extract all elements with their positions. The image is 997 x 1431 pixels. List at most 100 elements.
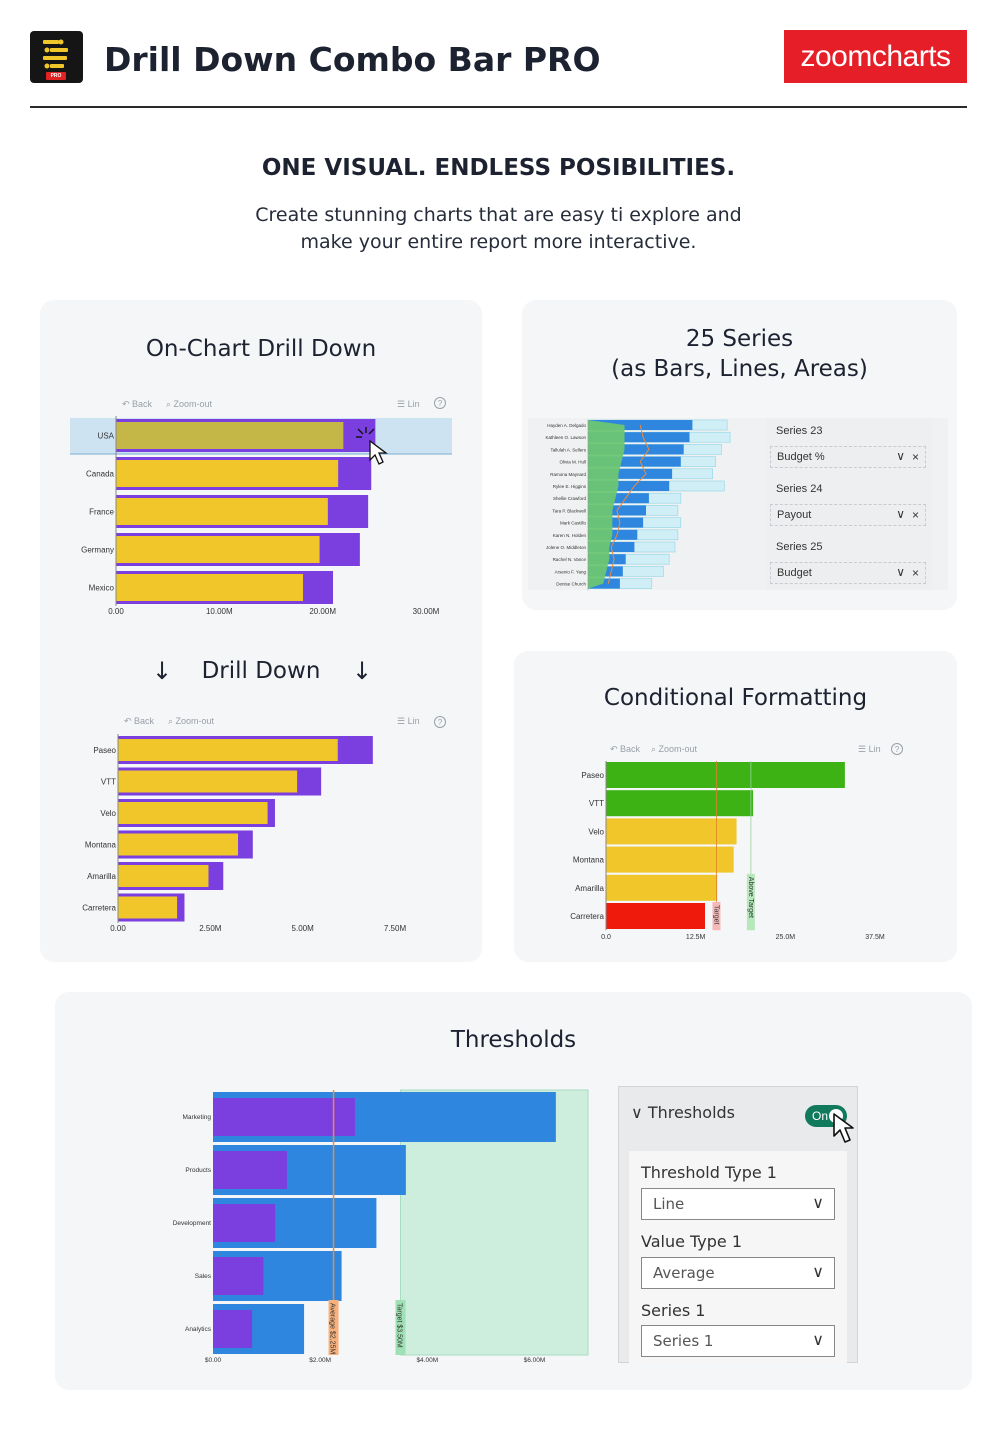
bar-marketing-value[interactable]	[213, 1098, 355, 1136]
series-chart[interactable]: Hayden A. Delgado Kathleen O. Lawson Tallu…	[522, 300, 957, 610]
series-25-select[interactable]: Budget ∨ ×	[770, 562, 926, 584]
category-label: VTT	[589, 799, 604, 808]
category-label: Development	[173, 1220, 211, 1227]
product-drill-chart[interactable]: Paseo VTT Velo Montana Amarilla Carretera 0.00…	[40, 300, 482, 962]
series-select[interactable]: Series 1 ∨	[641, 1325, 835, 1357]
series-blue-bar[interactable]	[588, 517, 644, 528]
conditional-chart[interactable]: Paseo VTT Velo Montana Amarilla Carretera Targ…	[514, 651, 957, 962]
series-blue-bar[interactable]	[588, 468, 673, 479]
x-tick-label: 25.0M	[776, 934, 796, 941]
chart1-zoom-out-button[interactable]: ⌕ Zoom-out	[166, 399, 213, 409]
threshold-type-value: Line	[653, 1195, 685, 1213]
page-title: Drill Down Combo Bar PRO	[104, 40, 601, 79]
country-drill-chart[interactable]: USA Canada France Germany Mexico 0.00 10.00M 20…	[40, 300, 482, 640]
category-label: Amarilla	[87, 872, 116, 881]
bar-mexico-value[interactable]	[116, 574, 304, 601]
category-label: Tallulah A. Sellers	[550, 447, 586, 452]
x-tick-label: 5.00M	[292, 924, 315, 933]
close-icon[interactable]: ×	[911, 566, 919, 580]
bar-usa-value[interactable]	[116, 422, 344, 449]
series-blue-bar[interactable]	[588, 578, 620, 589]
bar-vtt[interactable]	[606, 790, 754, 817]
chart4-back-button[interactable]: ↶ Back	[610, 744, 641, 754]
chart4-scale-toggle[interactable]: ☰ Lin	[858, 744, 881, 754]
chart1-back-button[interactable]: ↶ Back	[122, 399, 153, 409]
series-blue-bar[interactable]	[588, 432, 690, 443]
chevron-down-icon: ∨	[631, 1103, 643, 1122]
bar-products-value[interactable]	[213, 1151, 287, 1189]
x-tick-label: $6.00M	[524, 1357, 546, 1364]
drill-down-logo-icon	[43, 39, 68, 69]
zoom-out-label: Zoom-out	[175, 716, 215, 726]
bar-velo-value[interactable]	[118, 802, 268, 824]
category-label: Olivia M. Hull	[559, 460, 586, 465]
series-blue-bar[interactable]	[588, 529, 638, 540]
pointer-cursor-icon	[833, 1113, 854, 1143]
back-label: Back	[620, 744, 641, 754]
series-field-label: Series 1	[641, 1301, 706, 1320]
lin-label: Lin	[868, 744, 881, 754]
category-label: Carretera	[570, 912, 604, 921]
bar-paseo[interactable]	[606, 762, 845, 788]
chart4-help-icon[interactable]: ?	[891, 743, 903, 755]
thresholds-format-panel: ∨ Thresholds On Threshold Type 1 Line ∨ V…	[618, 1086, 858, 1364]
bar-paseo-value[interactable]	[118, 739, 338, 761]
bar-sales-value[interactable]	[213, 1257, 264, 1295]
chevron-down-icon: ∨	[812, 1330, 824, 1349]
category-label: France	[89, 508, 114, 517]
series-blue-bar[interactable]	[588, 444, 684, 455]
close-icon[interactable]: ×	[911, 450, 919, 464]
series-line[interactable]	[607, 424, 650, 584]
bar-montana-value[interactable]	[118, 833, 239, 856]
bar-carretera-value[interactable]	[118, 896, 178, 919]
drill-down-label: Drill Down	[201, 658, 321, 684]
category-label: Arsenio F. Yang	[555, 569, 587, 574]
chart2-scale-toggle[interactable]: ☰ Lin	[397, 716, 420, 726]
series-blue-bar[interactable]	[588, 481, 670, 491]
chart2-help-icon[interactable]: ?	[434, 716, 446, 728]
bar-amarilla-value[interactable]	[118, 865, 209, 887]
series-24-value: Payout	[777, 509, 812, 521]
click-cursor-icon	[356, 427, 388, 465]
category-label: Tara P. Blackwell	[552, 508, 586, 513]
value-type-select[interactable]: Average ∨	[641, 1257, 835, 1289]
chevron-down-icon: ∨	[896, 507, 905, 521]
bar-amarilla[interactable]	[606, 874, 718, 901]
chart1-help-icon[interactable]: ?	[434, 397, 446, 409]
series-23-select[interactable]: Budget % ∨ ×	[770, 446, 926, 468]
bar-velo[interactable]	[606, 818, 737, 845]
series-title-line-2: (as Bars, Lines, Areas)	[611, 356, 868, 382]
threshold-type-select[interactable]: Line ∨	[641, 1188, 835, 1220]
thresholds-section-header[interactable]: ∨ Thresholds	[631, 1103, 735, 1122]
bar-germany-value[interactable]	[116, 536, 320, 563]
x-tick-label: 0.00	[108, 607, 124, 616]
bar-carretera[interactable]	[606, 903, 705, 929]
category-label: Montana	[573, 856, 605, 865]
x-tick-label: 0.0	[601, 934, 611, 941]
x-tick-label: 12.5M	[686, 934, 706, 941]
zoomcharts-logo: zoomcharts	[784, 30, 967, 83]
chart1-scale-toggle[interactable]: ☰ Lin	[397, 399, 420, 409]
bar-montana[interactable]	[606, 846, 734, 873]
close-icon[interactable]: ×	[911, 508, 919, 522]
category-label: Paseo	[581, 771, 604, 780]
thresholds-chart[interactable]: Marketing Products Development Sales Analyti…	[55, 992, 972, 1390]
bar-analytics-value[interactable]	[213, 1310, 253, 1348]
subtitle-line-2: make your entire report more interactive…	[300, 231, 697, 253]
chart2-back-button[interactable]: ↶ Back	[124, 716, 155, 726]
chart4-zoom-out-button[interactable]: ⌕ Zoom-out	[651, 744, 698, 754]
x-tick-label: 7.50M	[384, 924, 407, 933]
chart2-zoom-out-button[interactable]: ⌕ Zoom-out	[168, 716, 215, 726]
bar-france-value[interactable]	[116, 498, 328, 525]
series-24-select[interactable]: Payout ∨ ×	[770, 504, 926, 526]
series-blue-bar[interactable]	[588, 456, 681, 467]
bar-canada-value[interactable]	[116, 460, 339, 487]
lin-label: Lin	[407, 399, 420, 409]
header: PRO Drill Down Combo Bar PRO zoomcharts	[30, 30, 967, 84]
bar-development-value[interactable]	[213, 1204, 276, 1242]
value-type-label: Value Type 1	[641, 1232, 743, 1251]
series-blue-bar[interactable]	[588, 493, 649, 504]
subtitle-line-1: Create stunning charts that are easy ti …	[255, 204, 742, 226]
series-area[interactable]	[588, 420, 625, 589]
bar-vtt-value[interactable]	[118, 770, 298, 793]
